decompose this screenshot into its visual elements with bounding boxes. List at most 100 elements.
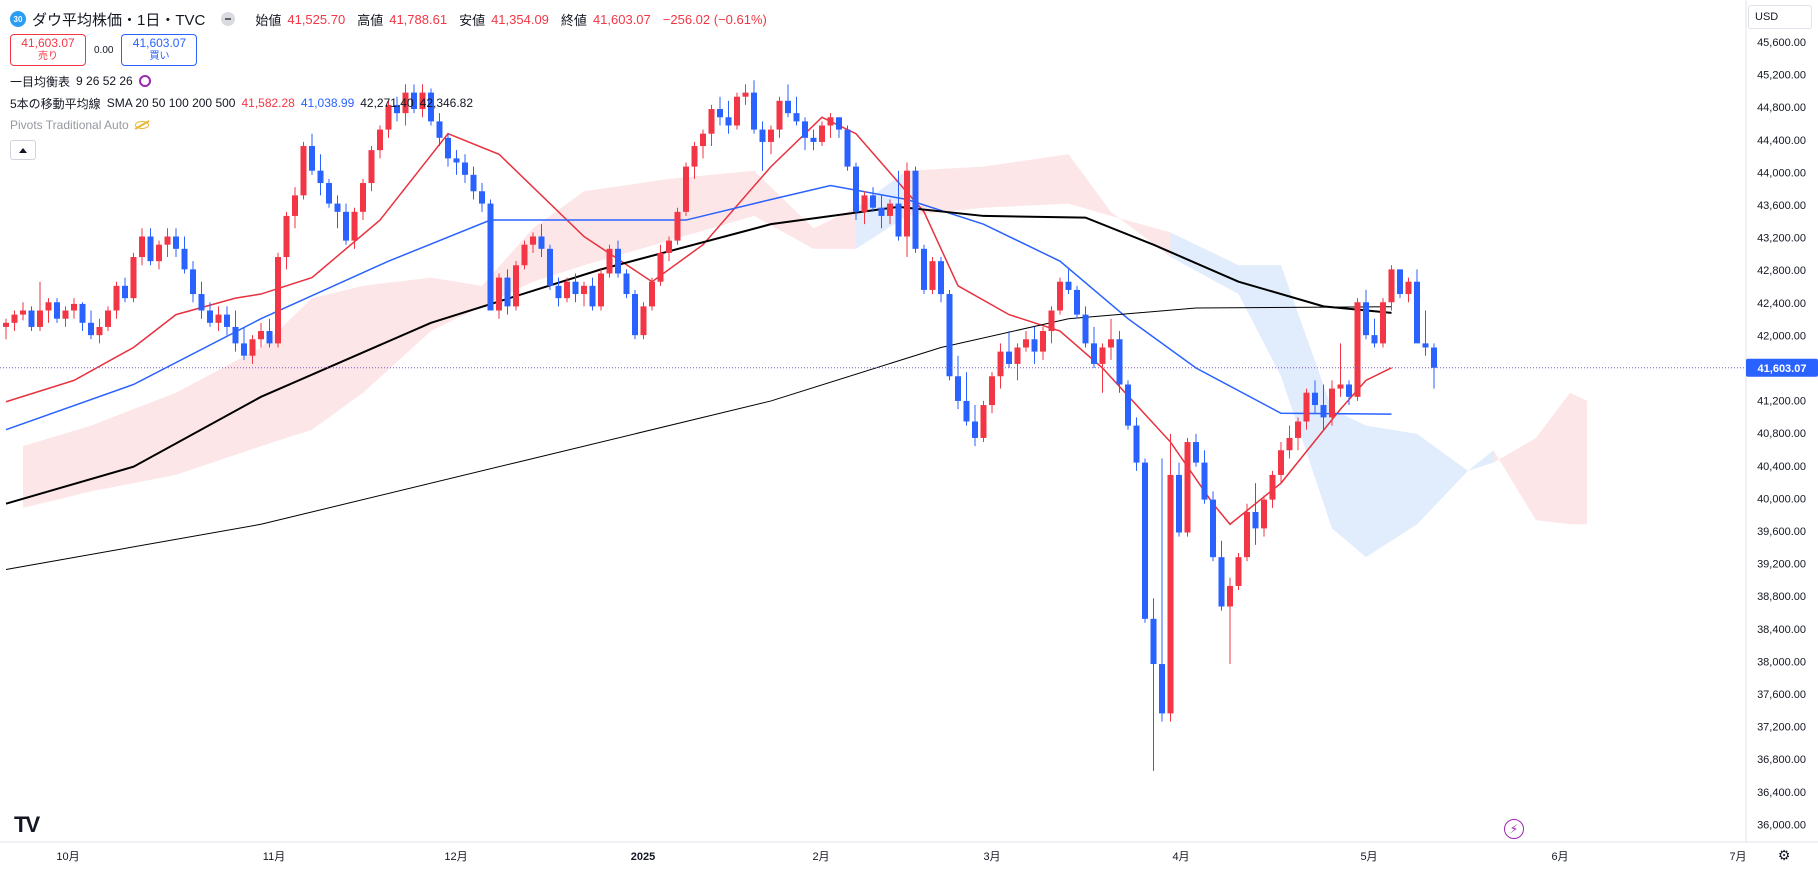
candle bbox=[419, 84, 426, 118]
candle bbox=[734, 92, 740, 130]
candle-body bbox=[283, 215, 290, 258]
candle-body bbox=[1014, 347, 1021, 364]
buy-button[interactable]: 41,603.07 買い bbox=[121, 34, 198, 66]
candle bbox=[411, 84, 417, 114]
candle bbox=[521, 240, 528, 270]
candle-body bbox=[776, 100, 783, 130]
candle bbox=[768, 125, 774, 155]
ma-value-20: 41,582.28 bbox=[241, 96, 295, 110]
hidden-eye-icon[interactable] bbox=[134, 121, 149, 129]
open-label: 始値 bbox=[255, 12, 282, 28]
candle bbox=[317, 154, 324, 196]
price-axis[interactable]: 45,600.00 45,200.00 44,800.00 44,400.00 44,0… bbox=[1757, 37, 1806, 831]
pivots-label[interactable]: Pivots Traditional Auto bbox=[10, 118, 129, 132]
candle bbox=[496, 273, 502, 319]
lightning-icon[interactable]: ⚡ bbox=[1504, 819, 1524, 839]
candle bbox=[861, 191, 868, 225]
candle bbox=[1040, 326, 1046, 360]
candle bbox=[615, 240, 621, 278]
candle-body bbox=[844, 129, 851, 167]
candle-body bbox=[1329, 388, 1335, 418]
candle bbox=[1218, 540, 1225, 611]
candle-body bbox=[887, 203, 893, 216]
ma-label[interactable]: 5本の移動平均線 bbox=[10, 96, 101, 111]
candle-body bbox=[496, 277, 502, 311]
candle-body bbox=[530, 236, 536, 245]
ma-value-50: 41,038.99 bbox=[300, 96, 355, 110]
symbol-title[interactable]: ダウ平均株価・1日・TVC bbox=[32, 11, 206, 29]
candle-body bbox=[1048, 310, 1055, 332]
candle-body bbox=[266, 331, 273, 344]
cloud-segment bbox=[669, 170, 754, 241]
candle bbox=[700, 129, 706, 159]
candle-body bbox=[232, 326, 239, 344]
gear-icon[interactable]: ⚙ bbox=[1777, 846, 1791, 863]
candle-body bbox=[623, 273, 630, 295]
currency-selector[interactable]: USD bbox=[1748, 5, 1812, 29]
candle bbox=[28, 306, 35, 332]
candle bbox=[1176, 462, 1182, 537]
ma-value-100: 42,271.40 bbox=[360, 96, 414, 110]
candle bbox=[292, 187, 298, 229]
candle-body bbox=[164, 236, 171, 245]
last-price-label: 41,603.07 bbox=[1758, 363, 1807, 375]
candle bbox=[173, 228, 179, 258]
candle bbox=[1227, 577, 1233, 665]
time-axis[interactable]: 10月 11月 12月 2025 2月 3月 4月 5月 6月 7月 bbox=[56, 851, 1746, 863]
candle bbox=[1312, 380, 1318, 414]
price-tick-label: 44,800.00 bbox=[1757, 102, 1806, 114]
candle bbox=[980, 400, 987, 443]
candle bbox=[1405, 277, 1412, 303]
cloud-segment bbox=[1366, 425, 1417, 558]
candle-body bbox=[317, 170, 324, 184]
candle-body bbox=[870, 195, 876, 208]
ichimoku-label[interactable]: 一目均衡表 bbox=[10, 74, 71, 89]
candle bbox=[3, 318, 9, 340]
candle-body bbox=[1065, 281, 1072, 290]
candle bbox=[462, 154, 468, 184]
candle-body bbox=[156, 244, 162, 262]
candle-body bbox=[1346, 384, 1352, 397]
collapse-legend-button[interactable] bbox=[10, 140, 36, 160]
candle-body bbox=[428, 92, 434, 122]
candle bbox=[224, 306, 230, 336]
cloud-segment bbox=[983, 154, 1069, 208]
price-tick-label: 40,000.00 bbox=[1757, 493, 1806, 505]
candle-body bbox=[351, 211, 358, 241]
candle bbox=[810, 129, 817, 151]
candle bbox=[1210, 491, 1216, 562]
candle bbox=[1261, 495, 1267, 537]
candle bbox=[1167, 433, 1174, 722]
buy-price: 41,603.07 bbox=[132, 36, 187, 50]
candle-body bbox=[241, 343, 247, 356]
cloud-segment bbox=[754, 170, 814, 249]
candle-body bbox=[606, 248, 613, 274]
candle-body bbox=[666, 240, 672, 253]
candle-body bbox=[419, 92, 426, 110]
candle-body bbox=[1244, 511, 1250, 558]
collapse-icon[interactable] bbox=[221, 12, 236, 26]
candle bbox=[1346, 380, 1352, 406]
time-tick-label: 12月 bbox=[444, 851, 467, 863]
candle-body bbox=[334, 203, 341, 212]
last-price-tag: 41,603.07 bbox=[1746, 358, 1818, 377]
candle-body bbox=[487, 203, 494, 311]
candle bbox=[241, 326, 247, 360]
candle bbox=[487, 199, 494, 311]
candle bbox=[215, 306, 222, 332]
candle bbox=[1201, 450, 1208, 504]
price-tick-label: 37,600.00 bbox=[1757, 689, 1806, 701]
candle bbox=[1388, 265, 1395, 311]
candle bbox=[1397, 269, 1403, 299]
sell-button[interactable]: 41,603.07 売り bbox=[10, 34, 86, 66]
candle-body bbox=[173, 236, 179, 249]
candle-body bbox=[725, 117, 732, 126]
candle bbox=[62, 306, 69, 327]
candle bbox=[11, 310, 18, 332]
candle-body bbox=[853, 166, 859, 212]
candle bbox=[989, 372, 995, 414]
price-tick-label: 42,400.00 bbox=[1757, 298, 1806, 310]
candle bbox=[71, 298, 77, 319]
candle bbox=[666, 236, 672, 262]
